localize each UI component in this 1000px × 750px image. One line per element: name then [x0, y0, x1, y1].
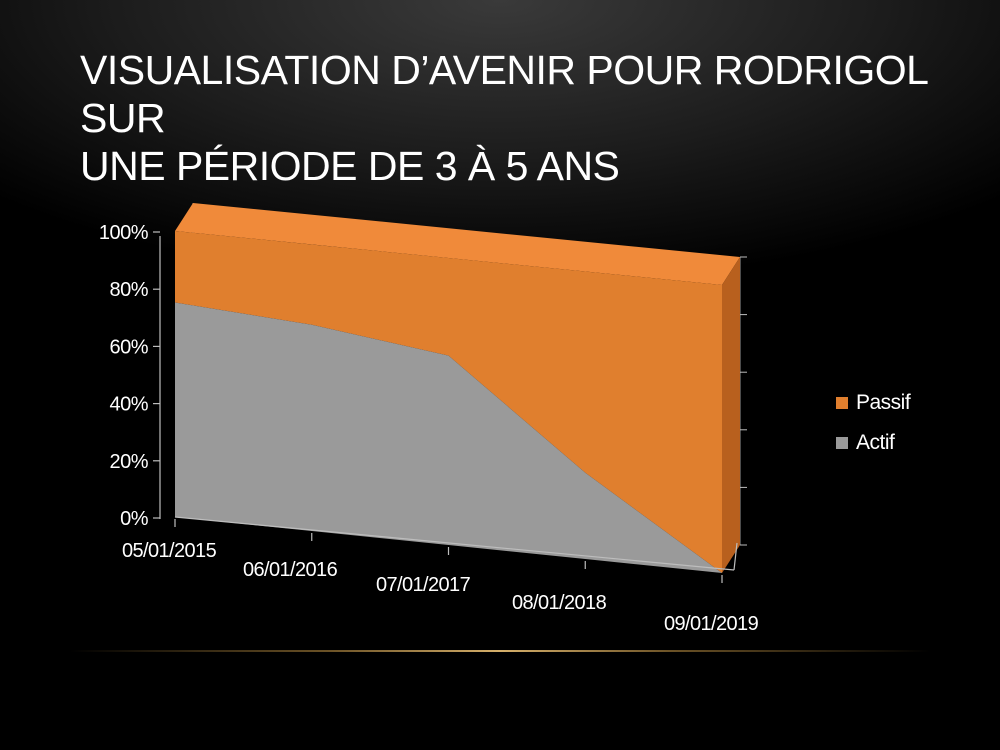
title-line-1: VISUALISATION D’AVENIR POUR RODRIGOL SUR [80, 47, 927, 141]
actif-area [175, 302, 722, 573]
x-tick-label-0: 05/01/2015 [122, 540, 217, 562]
legend-label-passif: Passif [856, 391, 911, 414]
legend-item-passif: Passif [836, 383, 911, 423]
y-tick-label-4: 80% [109, 279, 148, 301]
x-axis-depth-edge [733, 542, 738, 571]
y-tick-label-3: 60% [109, 336, 148, 358]
y-tick-label-2: 40% [109, 394, 148, 416]
y-tick-label-1: 20% [109, 451, 148, 473]
y-tick-label-0: 0% [120, 508, 149, 530]
x-tick-label-2: 07/01/2017 [376, 574, 471, 596]
x-tick-label-3: 08/01/2018 [512, 592, 607, 614]
slide-title: VISUALISATION D’AVENIR POUR RODRIGOL SUR… [80, 46, 940, 190]
legend-label-actif: Actif [856, 431, 895, 454]
passif-area [175, 231, 722, 573]
legend-swatch-actif [836, 437, 848, 449]
legend-item-actif: Actif [836, 423, 910, 463]
x-axis-line [174, 516, 735, 571]
y-tick-label-5: 100% [99, 222, 149, 244]
decorative-divider [70, 650, 930, 652]
x-tick-label-4: 09/01/2019 [664, 613, 759, 635]
passif-top-face [175, 203, 740, 285]
legend-swatch-passif [836, 397, 848, 409]
passif-side-face [722, 257, 740, 573]
chart-legend: Passif Actif [836, 383, 911, 463]
x-tick-label-1: 06/01/2016 [243, 559, 338, 581]
title-line-2: UNE PÉRIODE DE 3 À 5 ANS [80, 143, 620, 189]
